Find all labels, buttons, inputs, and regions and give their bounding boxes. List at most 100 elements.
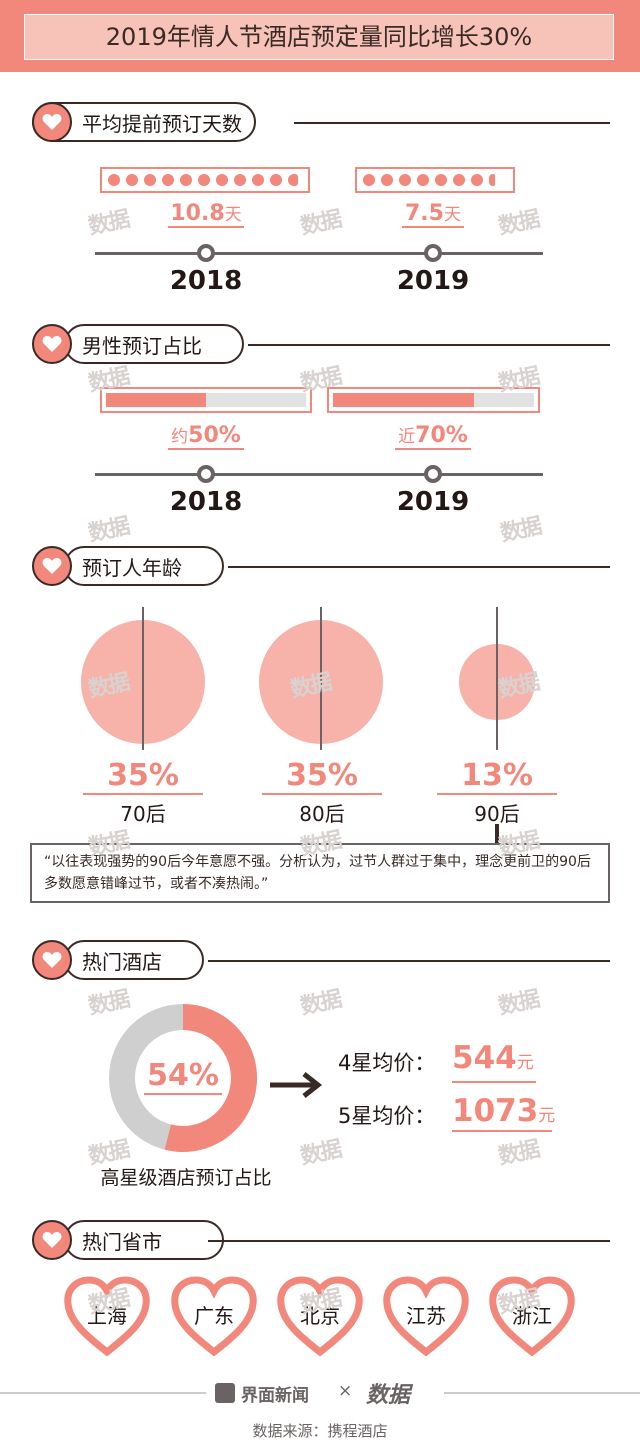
jiemian-logo-icon (215, 1383, 235, 1403)
price-value-5star: 1073元 (452, 1093, 556, 1129)
day-dot (252, 174, 264, 186)
section-title: 热门省市 (82, 1230, 162, 1254)
timeline-node (424, 465, 442, 483)
day-dot (198, 174, 210, 186)
heart-icon (171, 1276, 257, 1357)
day-dot (216, 174, 228, 186)
section-title: 平均提前预订天数 (82, 112, 242, 136)
watermark-logo: 数据 (498, 514, 543, 547)
heart-icon (489, 1276, 575, 1357)
age-percent: 13% (437, 758, 557, 795)
day-dot (471, 174, 483, 186)
province-heart: 广东 (169, 1276, 259, 1358)
province-label: 广东 (194, 1304, 234, 1328)
dots-box-2018 (100, 167, 310, 193)
watermark-logo: 数据 (298, 987, 343, 1020)
day-dot (108, 174, 120, 186)
dots-box-2019 (355, 167, 515, 193)
section-divider (248, 344, 610, 346)
quote-box: “以往表现强势的90后今年意愿不强。分析认为，过节人群过于集中，理念更前卫的90… (30, 843, 610, 903)
donut-caption: 高星级酒店预订占比 (100, 1167, 272, 1189)
watermark-logo: 数据 (298, 1137, 343, 1170)
bar-fill (106, 393, 206, 407)
year-label: 2019 (396, 266, 470, 296)
section-header-advance-days: 平均提前预订天数 (32, 102, 610, 144)
share-bar-2019 (327, 387, 540, 413)
age-label: 90后 (474, 802, 520, 826)
footer-partner-logo: 数据 (366, 1383, 411, 1408)
price-underline (452, 1130, 552, 1132)
timeline (95, 473, 543, 476)
heart-icon (32, 324, 72, 364)
watermark-logo: 数据 (86, 514, 131, 547)
section-divider (208, 960, 610, 962)
heart-icon (32, 102, 72, 142)
timeline-node (424, 244, 442, 262)
day-dot-partial (288, 174, 298, 186)
day-dot (453, 174, 465, 186)
footer-source: 数据来源：携程酒店 (252, 1422, 388, 1440)
year-label: 2019 (396, 487, 470, 517)
age-stem (496, 607, 498, 750)
quote-pointer (495, 824, 499, 844)
heart-icon (32, 546, 72, 586)
age-label: 70后 (120, 802, 166, 826)
day-dot (381, 174, 393, 186)
section-divider (294, 122, 610, 124)
bar-fill (333, 393, 474, 407)
donut-value: 54% (144, 1058, 222, 1095)
province-label: 江苏 (406, 1304, 446, 1328)
footer-times: × (338, 1381, 353, 1401)
watermark-logo: 数据 (86, 207, 131, 240)
heart-icon (383, 1276, 469, 1357)
province-heart: 北京 (275, 1276, 365, 1358)
day-dot (435, 174, 447, 186)
price-label-4star: 4星均价： (338, 1051, 436, 1075)
watermark-logo: 数据 (496, 670, 541, 703)
price-underline (452, 1081, 536, 1083)
footer-divider (444, 1392, 640, 1394)
watermark-logo: 数据 (496, 987, 541, 1020)
year-label: 2018 (169, 266, 243, 296)
arrow-right-icon (270, 1072, 323, 1098)
share-value-2018: 约50% (168, 422, 244, 450)
age-label: 80后 (299, 802, 345, 826)
heart-icon (32, 1220, 72, 1260)
bar-track (333, 393, 534, 407)
day-dot (126, 174, 138, 186)
section-header-male-share: 男性预订占比 (32, 324, 610, 366)
province-label: 北京 (300, 1304, 340, 1328)
share-bar-2018 (100, 387, 312, 413)
share-value-2019: 近70% (395, 422, 471, 450)
heart-icon (32, 940, 72, 980)
day-dot (180, 174, 192, 186)
day-dot (363, 174, 375, 186)
donut-slice (164, 1004, 257, 1152)
province-heart: 浙江 (487, 1276, 577, 1358)
section-header-age: 预订人年龄 (32, 546, 610, 588)
section-pill (64, 1220, 224, 1260)
age-percent: 35% (262, 758, 382, 795)
page-title: 2019年情人节酒店预定量同比增长30% (24, 14, 614, 60)
timeline-node (197, 244, 215, 262)
watermark-logo: 数据 (496, 1137, 541, 1170)
section-pill (64, 940, 204, 980)
section-divider (208, 1240, 610, 1242)
day-dot (399, 174, 411, 186)
price-label-5star: 5星均价： (338, 1104, 436, 1128)
province-heart: 上海 (62, 1276, 152, 1358)
day-dot (144, 174, 156, 186)
section-header-provinces: 热门省市 (32, 1220, 610, 1262)
section-divider (228, 566, 610, 568)
heart-icon (277, 1276, 363, 1357)
section-title: 预订人年龄 (82, 556, 182, 580)
day-dot (417, 174, 429, 186)
age-stem (142, 607, 144, 750)
age-percent: 35% (83, 758, 203, 795)
province-label: 浙江 (512, 1304, 552, 1328)
footer-divider (0, 1392, 206, 1394)
days-value-2019: 7.5天 (402, 200, 464, 228)
year-label: 2018 (169, 487, 243, 517)
day-dot (162, 174, 174, 186)
section-title: 男性预订占比 (82, 334, 202, 358)
